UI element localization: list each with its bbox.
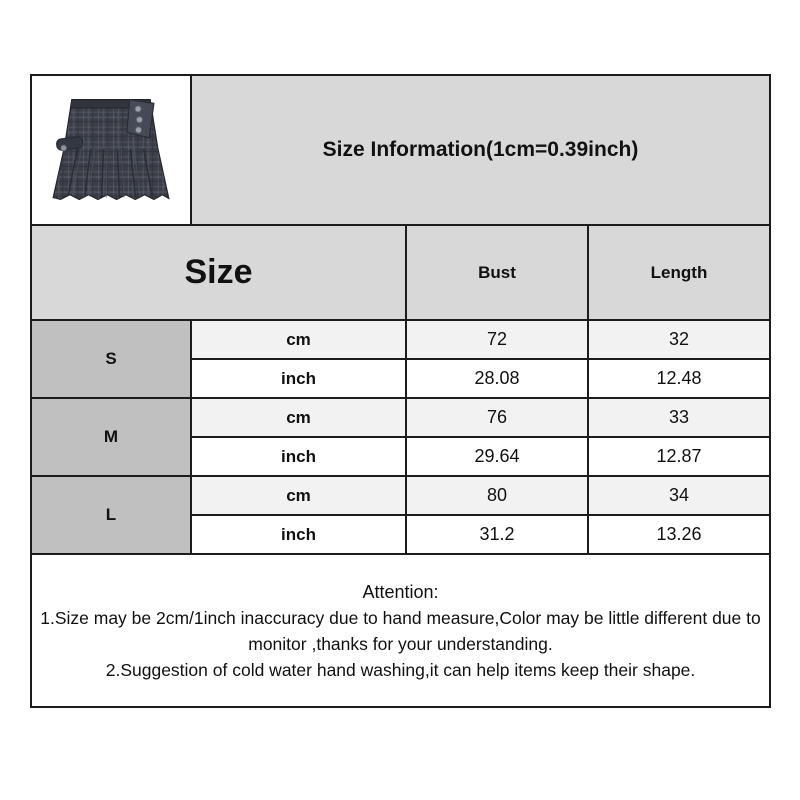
unit-label: inch [190, 358, 407, 399]
size-label-s: S [30, 319, 192, 399]
length-value: 13.26 [587, 514, 771, 555]
attention-box: Attention: 1.Size may be 2cm/1inch inacc… [30, 553, 771, 708]
bust-value: 76 [405, 397, 589, 438]
bust-value: 29.64 [405, 436, 589, 477]
unit-label: cm [190, 397, 407, 438]
attention-note-1: 1.Size may be 2cm/1inch inaccuracy due t… [40, 607, 761, 654]
column-header-row: Size Bust Length [30, 224, 771, 321]
bust-value: 72 [405, 319, 589, 360]
unit-label: inch [190, 514, 407, 555]
product-image-cell [30, 74, 192, 226]
attention-note-2: 2.Suggestion of cold water hand washing,… [105, 659, 696, 680]
bust-value: 31.2 [405, 514, 589, 555]
unit-label: inch [190, 436, 407, 477]
unit-label: cm [190, 319, 407, 360]
column-header-length: Length [587, 224, 771, 321]
length-value: 12.87 [587, 436, 771, 477]
length-value: 32 [587, 319, 771, 360]
size-header-label: Size [30, 224, 407, 321]
length-value: 12.48 [587, 358, 771, 399]
header-row: Size Information(1cm=0.39inch) [30, 74, 771, 226]
length-value: 33 [587, 397, 771, 438]
attention-row: Attention: 1.Size may be 2cm/1inch inacc… [30, 553, 771, 708]
table-row-l-cm: L cm 80 34 [30, 475, 771, 555]
skirt-placket-buttons [134, 105, 144, 134]
attention-title: Attention: [362, 581, 439, 602]
table-row-m-inch: inch 29.64 12.87 [31, 436, 771, 477]
size-label-l: L [30, 475, 192, 555]
table-row-m-cm: M cm 76 33 [30, 397, 771, 477]
size-label-m: M [30, 397, 192, 477]
column-header-bust: Bust [405, 224, 589, 321]
bust-value: 80 [405, 475, 589, 516]
table-row-l-inch: inch 31.2 13.26 [31, 514, 771, 555]
table-row-s-inch: inch 28.08 12.48 [31, 358, 771, 399]
length-value: 34 [587, 475, 771, 516]
table-row-s-cm: S cm 72 32 [30, 319, 771, 399]
size-info-title: Size Information(1cm=0.39inch) [190, 74, 771, 226]
bust-value: 28.08 [405, 358, 589, 399]
size-chart-table: Size Information(1cm=0.39inch) Size Bust… [30, 74, 771, 708]
unit-label: cm [190, 475, 407, 516]
skirt-pocket [56, 136, 84, 152]
plaid-skirt-image [52, 98, 170, 201]
